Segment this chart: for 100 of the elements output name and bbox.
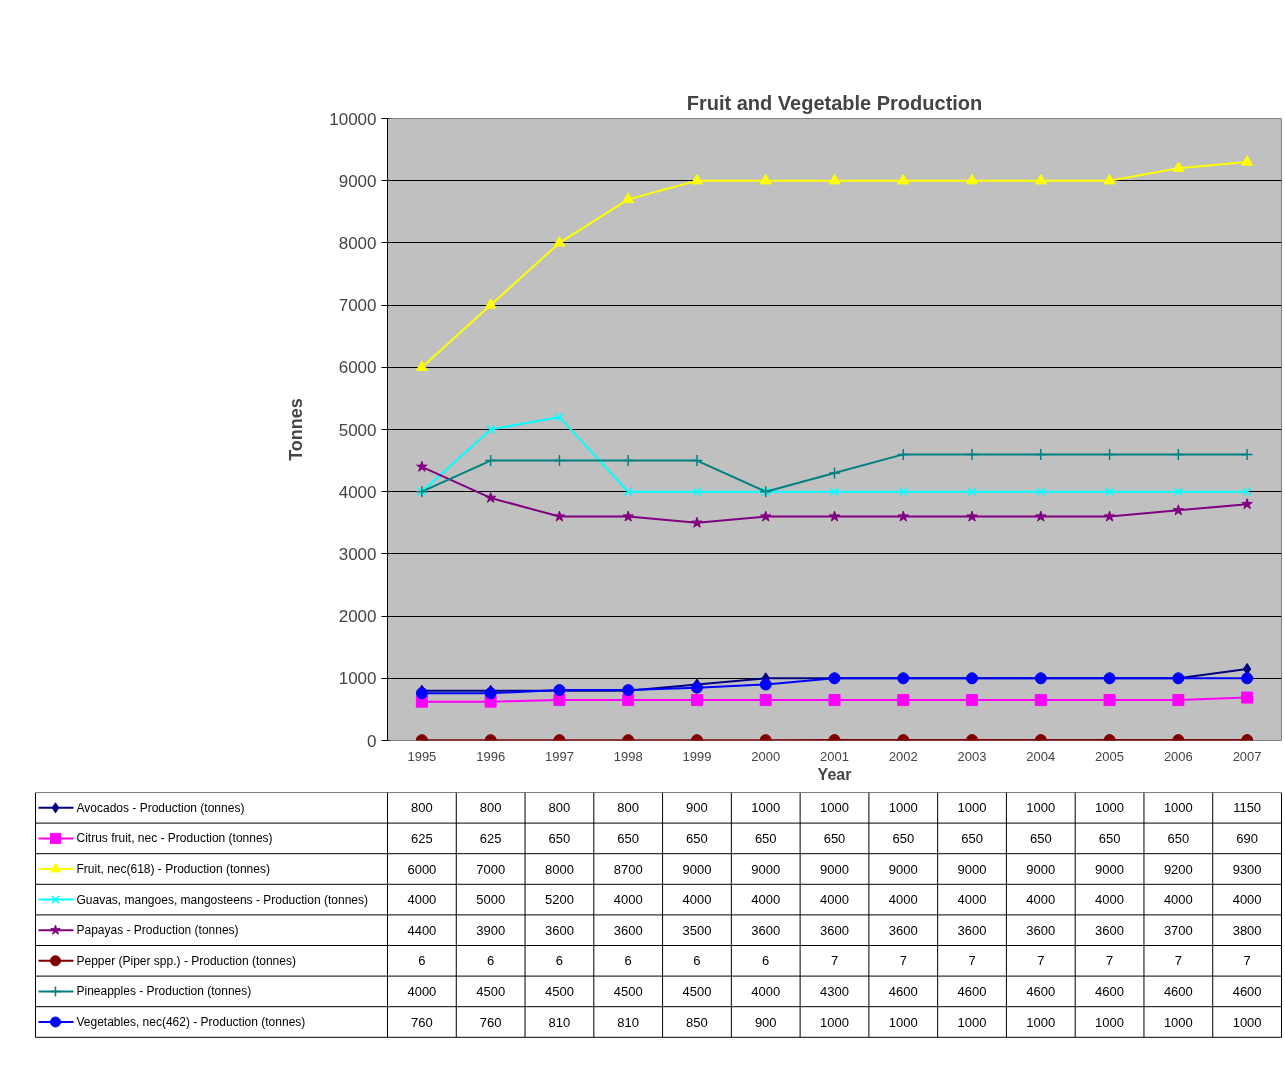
- data-label: 6: [487, 953, 495, 969]
- y-tick-label: 8000: [338, 233, 377, 253]
- point: [1240, 448, 1254, 461]
- data-label: 4400: [407, 922, 437, 938]
- data-label: 650: [961, 830, 983, 846]
- data-label: 6: [555, 953, 564, 969]
- data-label: 1000: [957, 1014, 987, 1030]
- point: [484, 491, 497, 503]
- data-label: 6: [693, 953, 701, 969]
- data-label: 4000: [1163, 892, 1193, 908]
- point: [966, 510, 978, 522]
- data-label: 6: [624, 953, 632, 969]
- point: [486, 424, 496, 435]
- data-label: 3700: [1163, 922, 1193, 938]
- point: [828, 173, 841, 185]
- point: [1172, 448, 1185, 461]
- data-label: 3900: [476, 922, 506, 938]
- point: [1172, 504, 1185, 516]
- data-label: 3600: [888, 922, 918, 938]
- point: [1103, 173, 1116, 185]
- point: [759, 173, 772, 185]
- data-label: 1000: [1163, 1014, 1193, 1030]
- data-label: 650: [1098, 830, 1121, 846]
- x-tick-label: 2004: [1026, 748, 1056, 764]
- point: [1036, 487, 1046, 497]
- point: [623, 487, 633, 497]
- point: [828, 466, 841, 480]
- data-label: 8000: [544, 861, 574, 877]
- point: [622, 510, 634, 522]
- x-tick-label: 2001: [820, 748, 849, 764]
- data-label: 1000: [888, 800, 918, 816]
- point: [415, 360, 428, 371]
- data-label: 1000: [888, 1014, 918, 1030]
- data-label: 810: [548, 1014, 571, 1030]
- data-label: 9000: [957, 861, 987, 877]
- x-tick-label: 2005: [1095, 748, 1125, 764]
- point: [1172, 161, 1185, 172]
- data-label: 1000: [957, 800, 987, 816]
- y-tick-label: 5000: [338, 420, 377, 440]
- data-label: 1000: [1026, 1014, 1056, 1030]
- data-label: 4000: [957, 892, 987, 908]
- data-label: 650: [548, 830, 571, 846]
- point: [690, 454, 704, 467]
- point: [760, 510, 772, 522]
- point: [1103, 510, 1116, 522]
- data-label: 4600: [1163, 983, 1193, 999]
- data-label: 800: [411, 800, 433, 816]
- x-tick-label: 1997: [544, 748, 574, 764]
- data-label: 650: [686, 830, 708, 846]
- legend-label: Avocados - Production (tonnes): [76, 800, 245, 815]
- data-label: 3600: [957, 922, 987, 938]
- data-label: 850: [686, 1014, 708, 1030]
- x-tick-label: 2003: [957, 748, 987, 764]
- data-label: 7: [968, 953, 976, 969]
- data-label: 625: [479, 830, 502, 846]
- data-label: 9000: [751, 861, 781, 877]
- data-label: 5000: [476, 892, 506, 908]
- x-tick-label: 1999: [682, 748, 712, 764]
- y-tick-label: 1000: [338, 669, 377, 689]
- point: [897, 448, 910, 461]
- data-label: 4000: [613, 892, 643, 908]
- point: [1103, 694, 1116, 707]
- data-label: 9300: [1232, 861, 1262, 877]
- data-label: 1000: [1232, 1014, 1262, 1030]
- x-tick-label: 2007: [1232, 748, 1262, 764]
- legend-label: Pepper (Piper spp.) - Production (tonnes): [76, 953, 296, 968]
- point: [828, 510, 841, 522]
- point: [554, 412, 565, 422]
- legend-label: Guavas, mangoes, mangosteens - Production (tonnes): [76, 892, 368, 907]
- point: [966, 173, 979, 185]
- data-label: 7: [1243, 953, 1251, 969]
- point: [1241, 672, 1254, 685]
- data-label: 4300: [820, 983, 849, 999]
- data-label: 4600: [1095, 983, 1125, 999]
- point: [828, 694, 841, 707]
- y-tick-label: 0: [367, 731, 377, 751]
- data-label: 4000: [888, 892, 918, 908]
- data-label: 760: [479, 1014, 502, 1030]
- data-label: 4000: [407, 892, 437, 908]
- data-label: 1150: [1233, 800, 1262, 816]
- data-label: 7: [1037, 953, 1045, 969]
- point: [553, 510, 566, 522]
- data-label: 4600: [1026, 983, 1056, 999]
- x-axis-title: Year: [817, 765, 852, 783]
- y-tick-label: 2000: [338, 607, 377, 627]
- data-label: 9000: [1095, 861, 1125, 877]
- point: [690, 173, 703, 185]
- legend-label: Vegetables, nec(462) - Production (tonnes): [76, 1015, 306, 1029]
- data-label: 3500: [682, 922, 712, 938]
- x-tick-label: 1995: [407, 748, 437, 764]
- x-tick-label: 1998: [613, 748, 643, 764]
- point: [1241, 691, 1254, 704]
- data-label: 4500: [613, 983, 643, 999]
- data-label: 6: [762, 953, 770, 969]
- data-label: 625: [411, 830, 433, 846]
- point: [967, 487, 977, 497]
- data-label: 4500: [682, 983, 712, 999]
- x-tick-label: 2000: [751, 748, 781, 764]
- point: [897, 694, 910, 707]
- data-label: 650: [892, 830, 915, 846]
